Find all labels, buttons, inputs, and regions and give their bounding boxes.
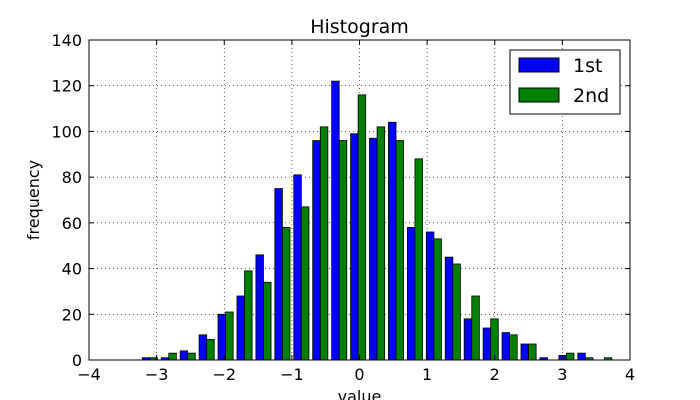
bar-1st-bin-14	[406, 227, 416, 361]
y-tick-label: 100	[51, 122, 82, 141]
bar-2nd-bin-4	[225, 311, 234, 361]
bar-2nd-bin-18	[490, 318, 499, 361]
bar-1st-bin-12	[369, 137, 378, 361]
bar-2nd-bin-1	[168, 352, 177, 361]
bar-2nd-bin-15	[433, 238, 442, 361]
x-tick-label: 3	[557, 365, 567, 384]
bar-2nd-bin-17	[471, 295, 480, 361]
x-tick-label: −3	[145, 365, 169, 384]
bar-2nd-bin-6	[263, 281, 272, 361]
bar-1st-bin-17	[463, 318, 473, 361]
legend-label-2nd: 2nd	[573, 85, 609, 107]
bar-1st-bin-9	[312, 140, 321, 361]
legend: 1st 2nd	[509, 49, 621, 115]
bar-2nd-bin-16	[452, 263, 461, 361]
y-tick-label: 0	[72, 351, 82, 370]
bar-2nd-bin-7	[282, 227, 291, 361]
bar-2nd-bin-19	[509, 334, 518, 361]
y-tick-label: 40	[62, 260, 82, 279]
bar-2nd-bin-14	[414, 158, 423, 361]
bar-1st-bin-6	[255, 254, 264, 361]
x-tick-label: 1	[422, 365, 432, 384]
bar-1st-bin-18	[482, 327, 492, 361]
y-tick-label: 60	[62, 214, 82, 233]
bar-1st-bin-16	[444, 256, 454, 361]
bar-1st-bin-5	[236, 295, 245, 361]
x-tick-label: 0	[354, 365, 364, 384]
bar-1st-bin-8	[293, 174, 302, 361]
x-axis-label: value	[338, 387, 382, 400]
bar-2nd-bin-13	[395, 140, 404, 361]
chart-title: Histogram	[310, 16, 409, 38]
bar-1st-bin-11	[350, 133, 359, 361]
bar-2nd-bin-9	[319, 126, 329, 361]
bars	[141, 80, 613, 361]
legend-swatch-1st	[518, 57, 560, 73]
bar-1st-bin-2	[179, 350, 189, 361]
bar-2nd-bin-10	[338, 140, 348, 361]
x-tick-label: −4	[77, 365, 101, 384]
y-tick-label: 80	[62, 168, 82, 187]
x-tick-label: 2	[490, 365, 500, 384]
bar-2nd-bin-8	[300, 206, 310, 361]
bar-2nd-bin-22	[566, 352, 575, 361]
y-axis-label: frequency	[24, 160, 43, 240]
axis-ticks	[88, 39, 631, 361]
bar-1st-bin-15	[425, 231, 435, 361]
bar-2nd-bin-2	[187, 352, 196, 361]
y-tick-label: 120	[51, 77, 82, 96]
bar-2nd-bin-11	[357, 94, 367, 361]
bar-1st-bin-4	[217, 313, 227, 361]
bar-2nd-bin-3	[206, 339, 215, 361]
bar-1st-bin-7	[274, 188, 283, 361]
y-tick-label: 20	[62, 305, 82, 324]
y-tick-label: 140	[51, 31, 82, 50]
legend-label-1st: 1st	[573, 55, 602, 77]
bar-2nd-bin-20	[528, 343, 537, 361]
bar-1st-bin-3	[198, 334, 208, 361]
x-tick-label: −1	[280, 365, 304, 384]
x-tick-label: −2	[212, 365, 236, 384]
bar-1st-bin-23	[577, 352, 586, 361]
bar-2nd-bin-5	[244, 270, 253, 361]
bar-1st-bin-19	[501, 332, 511, 361]
bar-1st-bin-20	[520, 343, 529, 361]
bar-2nd-bin-12	[376, 126, 386, 361]
x-tick-label: 4	[625, 365, 635, 384]
bar-1st-bin-13	[388, 121, 397, 361]
legend-swatch-2nd	[518, 87, 560, 103]
bar-1st-bin-10	[331, 80, 340, 361]
